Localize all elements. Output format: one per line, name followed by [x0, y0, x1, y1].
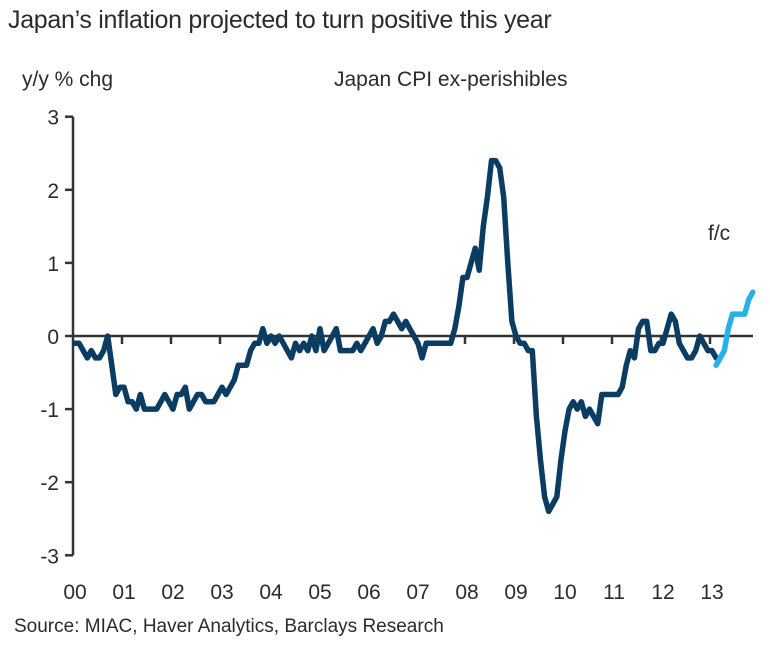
x-tick-label: 09 — [504, 581, 527, 604]
chart-title: Japan’s inflation projected to turn posi… — [8, 6, 552, 34]
series-label: Japan CPI ex-perishibles — [334, 68, 568, 91]
x-tick-label: 07 — [406, 581, 429, 604]
x-tick-label: 06 — [357, 581, 380, 604]
series-line-actual — [72, 157, 719, 515]
x-tick-label: 03 — [210, 581, 233, 604]
series-lines — [72, 157, 756, 515]
y-tick-label: 0 — [47, 326, 59, 349]
x-tick-label: 11 — [603, 581, 625, 604]
x-tick-label: 01 — [112, 581, 135, 604]
y-tick-label: -3 — [40, 545, 59, 568]
source-note: Source: MIAC, Haver Analytics, Barclays … — [14, 616, 444, 637]
x-tick-label: 02 — [161, 581, 184, 604]
y-tick-label: -2 — [40, 472, 59, 495]
y-tick-label: 1 — [47, 253, 59, 276]
forecast-annotation: f/c — [708, 222, 731, 245]
x-tick-label: 10 — [553, 581, 576, 604]
y-tick-label: 3 — [47, 107, 59, 130]
y-tick-label: 2 — [47, 180, 59, 203]
y-tick-label: -1 — [40, 399, 59, 422]
x-tick-label: 08 — [455, 581, 478, 604]
series-line-forecast — [713, 289, 756, 368]
x-tick-label: 00 — [63, 581, 86, 604]
y-axis-label: y/y % chg — [22, 68, 114, 91]
x-tick-label: 12 — [651, 581, 674, 604]
x-tick-label: 13 — [700, 581, 723, 604]
x-tick-label: 05 — [308, 581, 331, 604]
x-tick-label: 04 — [259, 581, 283, 604]
